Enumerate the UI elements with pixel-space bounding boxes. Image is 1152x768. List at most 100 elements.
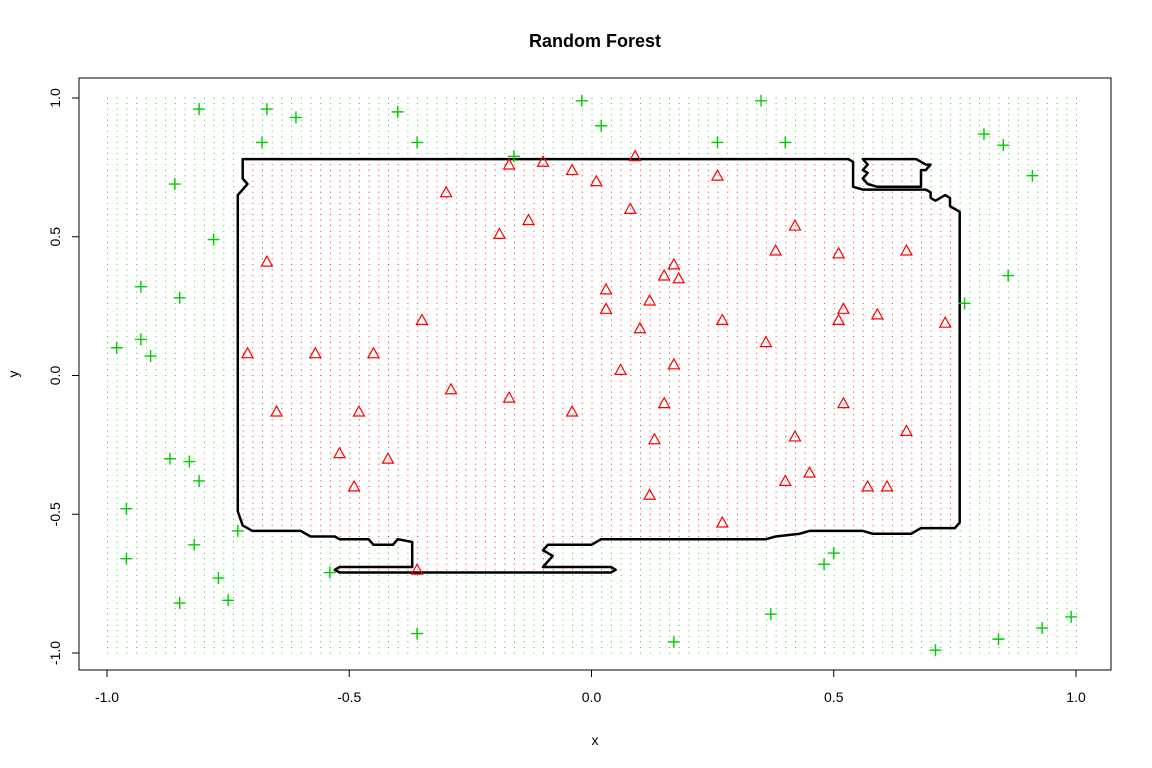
boundary-island — [861, 157, 932, 189]
x-tick-label: -1.0 — [95, 689, 119, 705]
point-triangle — [870, 307, 884, 320]
point-plus — [193, 103, 206, 116]
point-triangle — [899, 243, 913, 256]
point-plus — [120, 552, 133, 565]
point-triangle — [672, 271, 686, 284]
point-triangle — [492, 227, 506, 239]
point-triangle — [565, 163, 579, 176]
point-triangle — [633, 321, 647, 334]
point-triangle — [444, 382, 458, 395]
point-triangle — [565, 404, 579, 417]
point-triangle — [308, 346, 322, 359]
y-axis-label: y — [5, 371, 21, 378]
point-triangle — [628, 149, 642, 162]
point-plus — [1026, 169, 1039, 182]
point-triangle — [366, 346, 380, 359]
point-triangle — [439, 185, 453, 198]
y-axis: -1.0 -0.5 0.0 0.5 1.0 — [47, 88, 80, 665]
classification-grid — [107, 97, 1077, 654]
point-triangle — [643, 293, 657, 306]
point-plus — [188, 538, 201, 551]
point-triangle — [861, 479, 875, 492]
point-plus — [391, 105, 404, 118]
point-plus — [120, 502, 133, 515]
point-triangle — [759, 335, 773, 348]
point-plus — [222, 594, 235, 607]
x-tick-label: 0.5 — [824, 689, 844, 705]
point-triangle — [410, 563, 424, 575]
point-plus — [595, 119, 608, 132]
point-plus — [134, 280, 147, 293]
point-triangle — [614, 363, 628, 375]
point-plus — [256, 136, 269, 149]
point-plus — [997, 139, 1010, 152]
point-plus — [958, 297, 971, 310]
point-triangle — [240, 346, 255, 359]
point-triangle — [836, 396, 850, 409]
point-plus — [977, 128, 990, 141]
point-triangle — [938, 316, 952, 328]
point-plus — [755, 94, 768, 107]
point-triangle — [667, 357, 681, 370]
point-plus — [1002, 269, 1015, 282]
chart-title: Random Forest — [529, 31, 661, 51]
point-plus — [168, 178, 181, 191]
decision-boundary — [236, 157, 961, 574]
y-tick-label: -0.5 — [47, 502, 63, 526]
point-plus — [183, 455, 196, 468]
point-plus — [231, 524, 244, 537]
point-triangle — [710, 168, 724, 181]
point-plus — [507, 150, 520, 163]
point-triangle — [778, 474, 792, 486]
point-triangle — [502, 390, 516, 403]
point-plus — [207, 233, 220, 246]
data-points — [110, 94, 1078, 657]
point-plus — [411, 627, 424, 640]
point-triangle — [381, 452, 395, 464]
point-plus — [929, 644, 942, 657]
point-triangle — [521, 213, 536, 226]
point-plus — [212, 572, 225, 585]
y-tick-label: 0.0 — [47, 366, 63, 386]
y-tick-label: -1.0 — [47, 641, 63, 665]
x-axis: -1.0 -0.5 0.0 0.5 1.0 — [95, 669, 1086, 705]
point-triangle — [347, 479, 361, 492]
point-triangle — [599, 302, 613, 314]
point-plus — [667, 635, 680, 648]
point-triangle — [899, 424, 913, 436]
point-triangle — [502, 157, 516, 170]
point-triangle — [599, 282, 613, 295]
point-plus — [260, 103, 273, 116]
point-triangle — [333, 446, 347, 459]
point-plus — [411, 136, 424, 149]
point-plus — [193, 474, 206, 487]
point-triangle — [352, 404, 366, 417]
point-plus — [1065, 610, 1078, 623]
point-plus — [818, 558, 831, 571]
point-plus — [110, 341, 123, 354]
point-plus — [144, 350, 157, 363]
point-triangle — [415, 313, 429, 325]
point-triangle — [623, 202, 637, 214]
point-plus — [323, 566, 336, 579]
point-triangle — [769, 243, 783, 256]
point-triangle — [832, 246, 846, 259]
point-plus — [827, 547, 840, 560]
point-triangle — [260, 254, 274, 267]
point-triangle — [657, 268, 671, 281]
x-tick-label: 0.0 — [582, 689, 602, 705]
point-triangle — [647, 432, 662, 445]
x-axis-label: x — [592, 732, 599, 748]
point-plus — [289, 111, 302, 124]
point-plus — [1036, 622, 1049, 635]
point-triangle — [832, 313, 846, 325]
point-plus — [711, 136, 724, 149]
x-tick-label: -0.5 — [337, 689, 361, 705]
point-plus — [764, 608, 777, 621]
point-triangle — [657, 396, 671, 409]
point-triangle — [788, 429, 802, 442]
y-tick-label: 0.5 — [47, 227, 63, 247]
point-plus — [779, 136, 792, 149]
point-triangle — [836, 302, 850, 314]
